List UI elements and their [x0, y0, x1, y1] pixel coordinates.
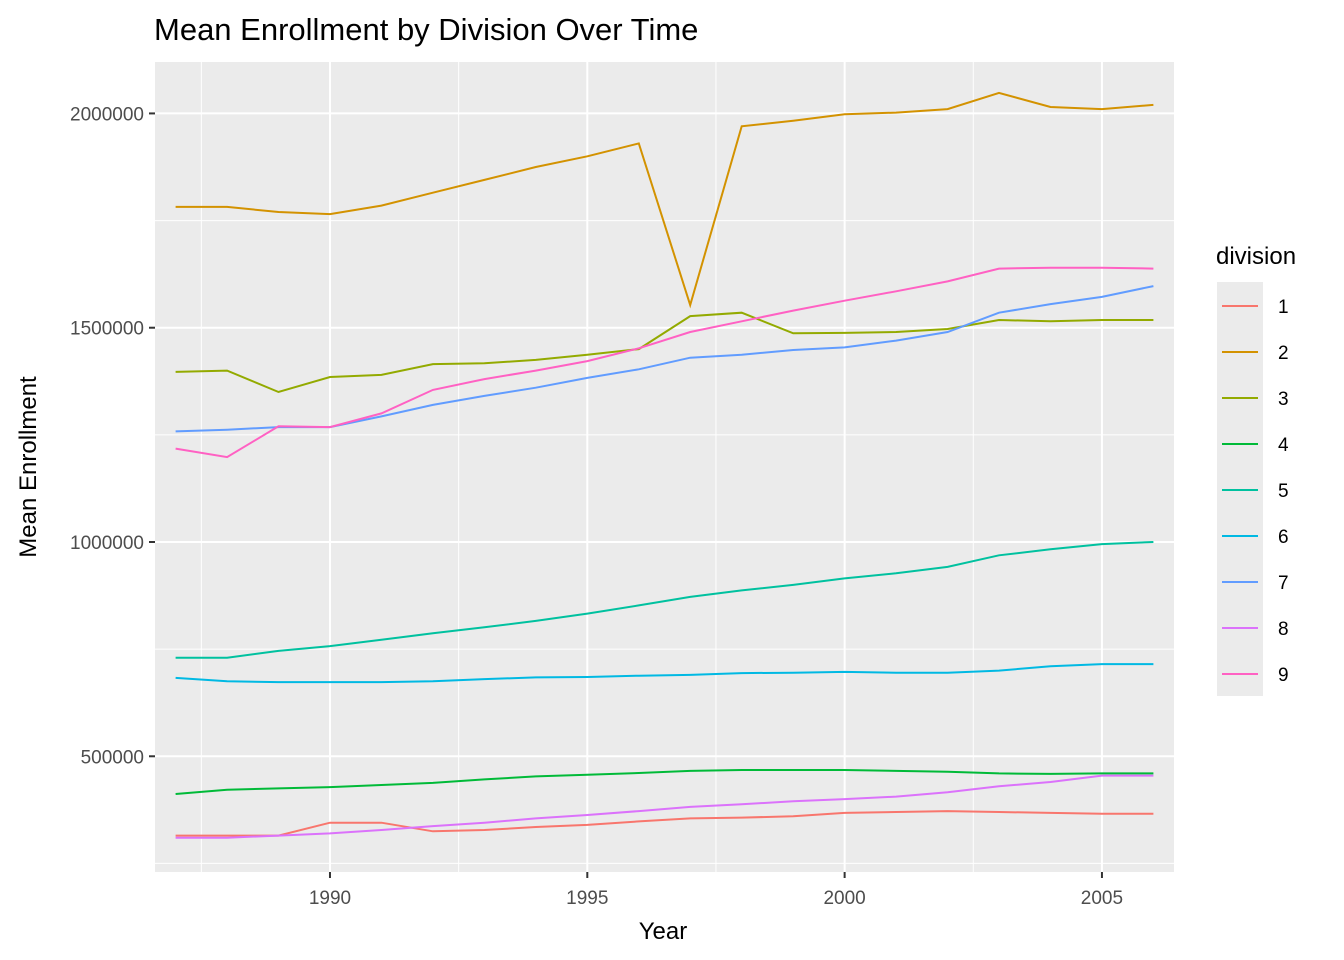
- y-tick-label: 1000000: [70, 533, 144, 554]
- legend-title: division: [1216, 243, 1296, 270]
- legend-label-7: 7: [1278, 573, 1289, 594]
- chart-title: Mean Enrollment by Division Over Time: [154, 12, 698, 47]
- x-tick-label: 2005: [1081, 888, 1123, 909]
- y-tick-label: 2000000: [70, 104, 144, 125]
- legend-label-6: 6: [1278, 527, 1289, 548]
- series-line-4: [175, 769, 1154, 795]
- legend-label-2: 2: [1278, 343, 1289, 364]
- series-line-8: [175, 774, 1154, 839]
- y-tick-label: 1500000: [70, 319, 144, 340]
- series-lines: [175, 91, 1154, 839]
- legend-label-3: 3: [1278, 389, 1289, 410]
- y-tick-label: 500000: [81, 747, 144, 768]
- legend-label-5: 5: [1278, 481, 1289, 502]
- legend-label-1: 1: [1278, 297, 1289, 318]
- x-axis: 1990 1995 2000 2005: [309, 872, 1123, 909]
- x-tick-label: 1990: [309, 888, 351, 909]
- legend-label-8: 8: [1278, 619, 1289, 640]
- legend-label-4: 4: [1278, 435, 1289, 456]
- legend-items: 1 2 3 4 5 6 7 8 9: [1222, 297, 1289, 686]
- major-gridlines: [155, 62, 1174, 872]
- plot-panel: [155, 62, 1174, 872]
- series-line-6: [175, 663, 1154, 684]
- y-axis: 500000 1000000 1500000 2000000: [70, 104, 155, 768]
- series-line-5: [175, 541, 1154, 659]
- series-line-3: [175, 311, 1154, 394]
- y-axis-title: Mean Enrollment: [15, 376, 42, 558]
- series-line-2: [175, 91, 1154, 309]
- legend: division 1 2 3 4 5 6 7 8 9: [1216, 243, 1296, 696]
- series-line-1: [175, 810, 1154, 837]
- x-axis-title: Year: [639, 918, 688, 945]
- minor-gridlines: [155, 62, 1174, 872]
- series-line-9: [175, 266, 1154, 459]
- x-tick-label: 1995: [566, 888, 608, 909]
- legend-label-9: 9: [1278, 665, 1289, 686]
- x-tick-label: 2000: [823, 888, 865, 909]
